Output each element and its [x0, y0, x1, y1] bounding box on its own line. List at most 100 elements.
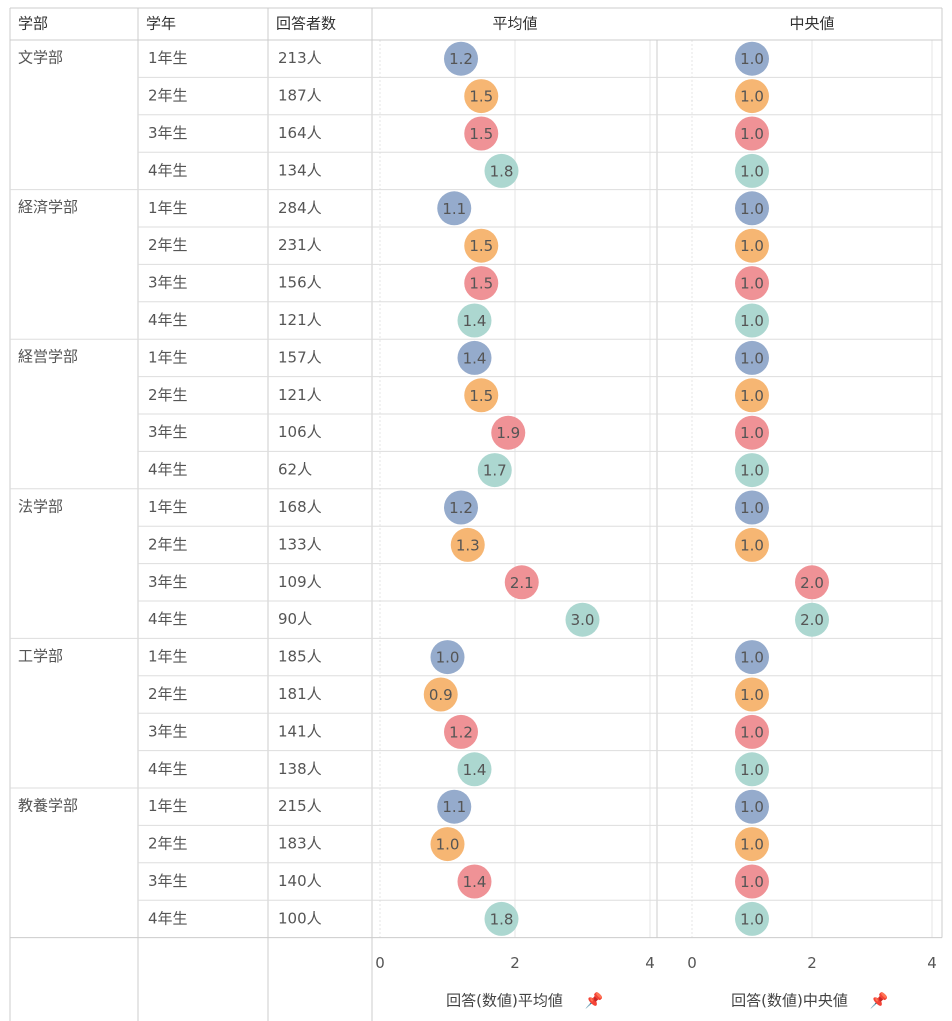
value-label: 1.0	[740, 50, 764, 68]
value-label: 1.0	[740, 200, 764, 218]
pin-icon: 📌	[870, 991, 889, 1010]
dot	[735, 677, 769, 712]
value-label: 0.9	[429, 686, 453, 704]
respondents: 121人	[278, 386, 322, 404]
respondents: 140人	[278, 872, 322, 890]
grade: 4年生	[148, 461, 188, 479]
dot	[735, 303, 769, 338]
dot	[795, 602, 829, 637]
pin-icon: 📌	[585, 991, 604, 1010]
grade: 1年生	[148, 199, 188, 217]
x-tick-label: 2	[807, 954, 817, 972]
dot	[735, 901, 769, 936]
x-tick-label: 2	[510, 954, 520, 972]
respondents: 213人	[278, 49, 322, 67]
value-label: 1.5	[469, 275, 493, 293]
value-label: 1.5	[469, 237, 493, 255]
value-label: 1.4	[463, 312, 487, 330]
dot	[795, 565, 829, 600]
faculty: 経済学部	[18, 198, 78, 216]
dot	[735, 789, 769, 824]
value-label: 1.2	[449, 723, 473, 741]
dot	[735, 228, 769, 263]
respondents: 138人	[278, 760, 322, 778]
grade: 3年生	[148, 573, 188, 591]
dot	[430, 827, 465, 862]
value-label: 1.9	[496, 424, 520, 442]
respondents: 284人	[278, 199, 322, 217]
grade: 1年生	[148, 648, 188, 666]
dot	[477, 453, 512, 488]
grade: 2年生	[148, 386, 188, 404]
value-label: 1.5	[469, 88, 493, 106]
dot	[444, 41, 478, 76]
grade: 2年生	[148, 835, 188, 853]
faculty: 経営学部	[18, 348, 78, 366]
x-tick-label: 4	[927, 954, 937, 972]
value-label: 1.4	[463, 761, 487, 779]
value-label: 1.0	[740, 349, 764, 367]
value-label: 1.0	[740, 536, 764, 554]
value-label: 1.0	[740, 499, 764, 517]
dot	[450, 527, 485, 562]
grade: 2年生	[148, 535, 188, 553]
value-label: 2.1	[510, 574, 534, 592]
faculty: 工学部	[18, 647, 63, 665]
respondents: 106人	[278, 423, 322, 441]
respondents: 156人	[278, 274, 322, 292]
dot	[491, 415, 526, 450]
value-label: 1.4	[463, 873, 487, 891]
dot	[457, 864, 492, 899]
value-label: 1.0	[740, 312, 764, 330]
dot	[437, 191, 472, 226]
faculty: 教養学部	[18, 797, 78, 815]
dot	[735, 864, 769, 899]
column-header: 学部	[18, 15, 48, 33]
column-header: 平均値	[492, 15, 537, 33]
dot	[464, 266, 499, 301]
dot	[735, 79, 769, 114]
faculty: 法学部	[18, 497, 63, 515]
dot	[464, 378, 499, 413]
x-tick-label: 0	[375, 954, 385, 972]
value-label: 1.5	[469, 125, 493, 143]
dot	[457, 303, 492, 338]
respondents: 133人	[278, 535, 322, 553]
grade: 4年生	[148, 311, 188, 329]
grade: 1年生	[148, 797, 188, 815]
dot	[735, 527, 769, 562]
value-label: 1.0	[740, 723, 764, 741]
value-label: 1.0	[740, 462, 764, 480]
axis-label: 回答(数値)平均値	[446, 992, 563, 1010]
dot	[735, 116, 769, 151]
dot	[735, 266, 769, 301]
value-label: 1.2	[449, 50, 473, 68]
grade: 2年生	[148, 87, 188, 105]
value-label: 1.2	[449, 499, 473, 517]
value-label: 2.0	[800, 574, 824, 592]
respondents: 231人	[278, 236, 322, 254]
dot	[457, 752, 492, 787]
dot	[437, 789, 472, 824]
grade: 4年生	[148, 610, 188, 628]
grade: 3年生	[148, 423, 188, 441]
dot	[484, 901, 519, 936]
respondents: 183人	[278, 835, 322, 853]
respondents: 181人	[278, 685, 322, 703]
grade: 1年生	[148, 498, 188, 516]
value-label: 1.1	[442, 200, 466, 218]
dot	[735, 827, 769, 862]
x-tick-label: 4	[645, 954, 655, 972]
dot	[444, 490, 478, 525]
grade: 4年生	[148, 909, 188, 927]
faculty: 文学部	[18, 49, 63, 67]
value-label: 3.0	[571, 611, 595, 629]
dot	[423, 677, 458, 712]
respondents: 168人	[278, 498, 322, 516]
respondents: 215人	[278, 797, 322, 815]
value-label: 1.0	[740, 387, 764, 405]
dot	[735, 640, 769, 675]
value-label: 1.3	[456, 536, 480, 554]
dot	[735, 378, 769, 413]
dot	[464, 116, 499, 151]
